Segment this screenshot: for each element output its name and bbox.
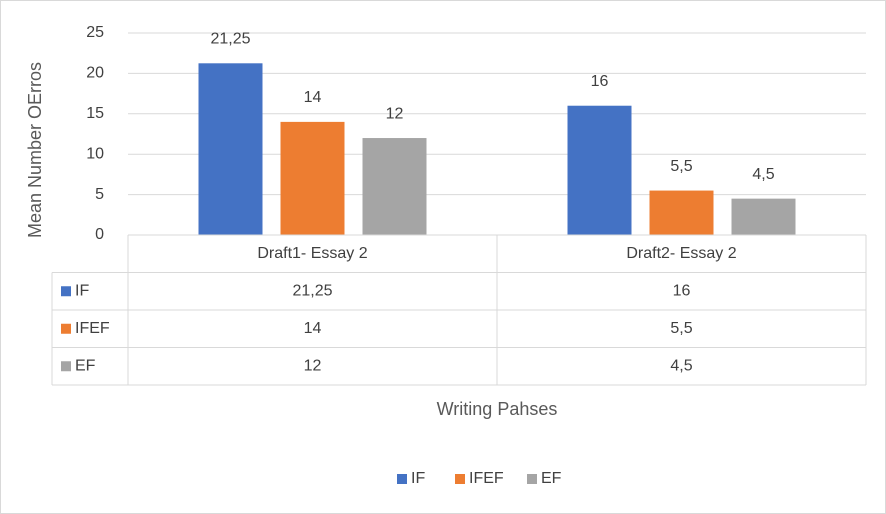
y-tick-label: 20	[86, 65, 104, 82]
data-label: 12	[386, 105, 404, 122]
bar	[280, 121, 345, 235]
y-tick-label: 10	[86, 145, 104, 162]
y-tick-label: 25	[86, 24, 104, 41]
x-tick-label: Draft2- Essay 2	[626, 245, 736, 262]
table-series-name: EF	[75, 357, 96, 374]
bar	[567, 105, 632, 235]
data-label: 14	[304, 89, 322, 106]
y-tick-label: 15	[86, 105, 104, 122]
table-cell: 16	[673, 282, 691, 299]
legend-key	[397, 474, 407, 484]
data-label: 16	[591, 73, 609, 90]
data-label: 4,5	[752, 166, 774, 183]
table-legend-key	[61, 323, 71, 334]
legend-label: IFEF	[469, 470, 504, 487]
table-cell: 4,5	[670, 357, 692, 374]
table-legend-key	[61, 361, 71, 372]
table-cell: 21,25	[292, 282, 332, 299]
legend-label: EF	[541, 470, 562, 487]
data-label: 21,25	[210, 31, 250, 48]
table-legend-key	[61, 286, 71, 297]
table-cell: 12	[304, 357, 322, 374]
legend-key	[455, 474, 465, 484]
y-tick-label: 0	[95, 226, 104, 243]
legend-key	[527, 474, 537, 484]
bar	[362, 138, 427, 235]
table-cell: 5,5	[670, 320, 692, 337]
bar	[649, 190, 714, 235]
table-cell: 14	[304, 320, 322, 337]
x-axis-title: Writing Pahses	[437, 399, 558, 419]
table-series-name: IFEF	[75, 320, 110, 337]
bar	[198, 63, 263, 235]
legend-label: IF	[411, 470, 425, 487]
y-axis-title: Mean Number OErros	[25, 62, 45, 238]
y-tick-label: 5	[95, 186, 104, 203]
data-label: 5,5	[670, 158, 692, 175]
table-series-name: IF	[75, 282, 89, 299]
bar	[731, 198, 796, 235]
x-tick-label: Draft1- Essay 2	[257, 245, 367, 262]
